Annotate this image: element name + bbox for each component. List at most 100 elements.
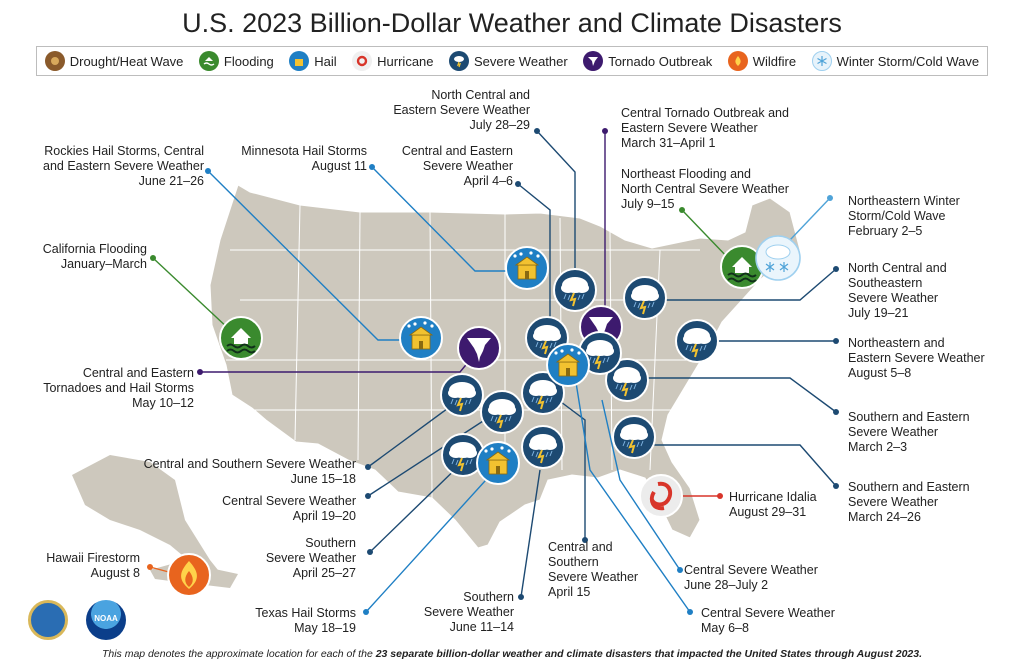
- event-date: June 28–July 2: [684, 578, 769, 592]
- noaa-logo-text: NOAA: [94, 614, 118, 623]
- legend-label: Severe Weather: [474, 53, 568, 69]
- event-name: Northeast Flooding and North Central Sev…: [621, 167, 789, 196]
- legend-label: Wildfire: [752, 53, 797, 69]
- alaska-landmass: [72, 455, 230, 585]
- tornado-icon: [583, 51, 604, 71]
- legend-item-tornado: Tornado Outbreak: [583, 51, 712, 71]
- severe-weather-icon: [449, 51, 469, 71]
- leader-dots: [147, 128, 839, 615]
- event-name: Hawaii Firestorm: [46, 551, 140, 565]
- event-label: Northeastern and Eastern Severe Weather …: [848, 336, 985, 381]
- event-label: Hurricane Idalia August 29–31: [729, 490, 817, 520]
- event-label: North Central and Eastern Severe Weather…: [380, 88, 530, 133]
- severe-weather-marker: [675, 319, 719, 363]
- hail-icon: [289, 51, 310, 71]
- event-label: Southern and Eastern Severe Weather Marc…: [848, 480, 970, 525]
- wildfire-icon: [727, 51, 748, 71]
- legend-label: Hurricane: [377, 53, 434, 69]
- event-date: April 4–6: [463, 174, 513, 188]
- legend-item-drought: Drought/Heat Wave: [44, 51, 184, 71]
- event-name: North Central and Eastern Severe Weather: [393, 88, 530, 117]
- event-date: April 25–27: [292, 566, 356, 580]
- footnote: This map denotes the approximate locatio…: [0, 648, 1024, 660]
- hail-marker: [546, 343, 590, 387]
- legend-label: Hail: [314, 53, 337, 69]
- tornado-marker: [457, 326, 501, 370]
- event-name: Central Severe Weather: [222, 494, 356, 508]
- commerce-seal-logo: [28, 600, 68, 640]
- footnote-prefix: This map denotes the approximate locatio…: [101, 648, 376, 660]
- event-date: April 15: [548, 585, 591, 599]
- event-name: Northeastern and Eastern Severe Weather: [848, 336, 985, 365]
- legend-item-severe-weather: Severe Weather: [449, 51, 568, 71]
- event-label: Central Severe Weather April 19–20: [200, 494, 356, 524]
- flooding-icon: [198, 51, 219, 71]
- event-date: May 18–19: [294, 621, 356, 635]
- event-date: March 2–3: [848, 440, 908, 454]
- legend-item-flooding: Flooding: [198, 51, 274, 71]
- event-name: Southern Severe Weather: [423, 590, 514, 619]
- event-date: August 11: [311, 159, 367, 173]
- hurricane-marker: [639, 474, 683, 518]
- event-label: Central and Southern Severe Weather Apri…: [548, 540, 638, 600]
- event-date: August 5–8: [848, 366, 912, 380]
- event-name: Central Tornado Outbreak and Eastern Sev…: [621, 106, 789, 135]
- event-label: Central Severe Weather May 6–8: [701, 606, 835, 636]
- event-label: North Central and Southeastern Severe We…: [848, 261, 947, 321]
- event-name: Central Severe Weather: [701, 606, 835, 620]
- map-title: U.S. 2023 Billion-Dollar Weather and Cli…: [182, 8, 842, 38]
- event-date: July 9–15: [621, 197, 675, 211]
- event-date: February 2–5: [848, 224, 923, 238]
- event-date: August 29–31: [729, 505, 807, 519]
- legend-label: Drought/Heat Wave: [69, 53, 184, 69]
- event-name: California Flooding: [42, 242, 147, 256]
- severe-weather-marker: [480, 390, 524, 434]
- hail-marker: [399, 316, 443, 360]
- event-label: Southern Severe Weather April 25–27: [240, 536, 356, 581]
- hail-marker: [505, 246, 549, 290]
- event-date: March 24–26: [848, 510, 921, 524]
- event-date: May 10–12: [132, 396, 194, 410]
- event-label: Central and Eastern Tornadoes and Hail S…: [30, 366, 194, 411]
- event-date: July 19–21: [848, 306, 909, 320]
- event-name: Central and Eastern Severe Weather: [401, 144, 513, 173]
- event-name: Hurricane Idalia: [729, 490, 817, 504]
- event-name: North Central and Southeastern Severe We…: [848, 261, 947, 305]
- footnote-bold: 23 separate billion-dollar weather and c…: [375, 648, 923, 660]
- event-label: Southern Severe Weather June 11–14: [400, 590, 514, 635]
- event-name: Central and Southern Severe Weather: [143, 457, 356, 471]
- legend-label: Winter Storm/Cold Wave: [836, 53, 980, 69]
- event-label: Rockies Hail Storms, Central and Eastern…: [30, 144, 204, 189]
- event-name: Southern and Eastern Severe Weather: [848, 410, 970, 439]
- event-name: Texas Hail Storms: [255, 606, 356, 620]
- winter-storm-icon: [811, 51, 832, 71]
- wildfire-marker: [167, 553, 211, 597]
- event-name: Southern Severe Weather: [265, 536, 356, 565]
- event-name: Minnesota Hail Storms: [241, 144, 367, 158]
- legend-item-hail: Hail: [289, 51, 337, 71]
- severe-weather-marker: [440, 373, 484, 417]
- legend-item-winter-storm: Winter Storm/Cold Wave: [811, 51, 980, 71]
- event-date: June 15–18: [290, 472, 356, 486]
- event-name: Central Severe Weather: [684, 563, 818, 577]
- event-date: April 19–20: [292, 509, 356, 523]
- event-label: Northeastern Winter Storm/Cold Wave Febr…: [848, 194, 960, 239]
- event-label: Southern and Eastern Severe Weather Marc…: [848, 410, 970, 455]
- event-label: Central and Eastern Severe Weather April…: [380, 144, 513, 189]
- event-date: March 31–April 1: [621, 136, 716, 150]
- winter-storm-marker: [755, 235, 801, 281]
- event-date: June 21–26: [138, 174, 204, 188]
- legend-label: Tornado Outbreak: [608, 53, 713, 69]
- event-name: Central and Eastern Tornadoes and Hail S…: [43, 366, 194, 395]
- event-label: Northeast Flooding and North Central Sev…: [621, 167, 789, 212]
- event-name: Rockies Hail Storms, Central and Eastern…: [43, 144, 204, 173]
- legend: Drought/Heat Wave Flooding Hail Hurrican…: [36, 46, 988, 76]
- severe-weather-marker: [623, 276, 667, 320]
- severe-weather-marker: [553, 268, 597, 312]
- drought-icon: [44, 51, 65, 71]
- event-label: Hawaii Firestorm August 8: [30, 551, 140, 581]
- event-date: July 28–29: [469, 118, 530, 132]
- legend-item-wildfire: Wildfire: [727, 51, 797, 71]
- legend-label: Flooding: [223, 53, 274, 69]
